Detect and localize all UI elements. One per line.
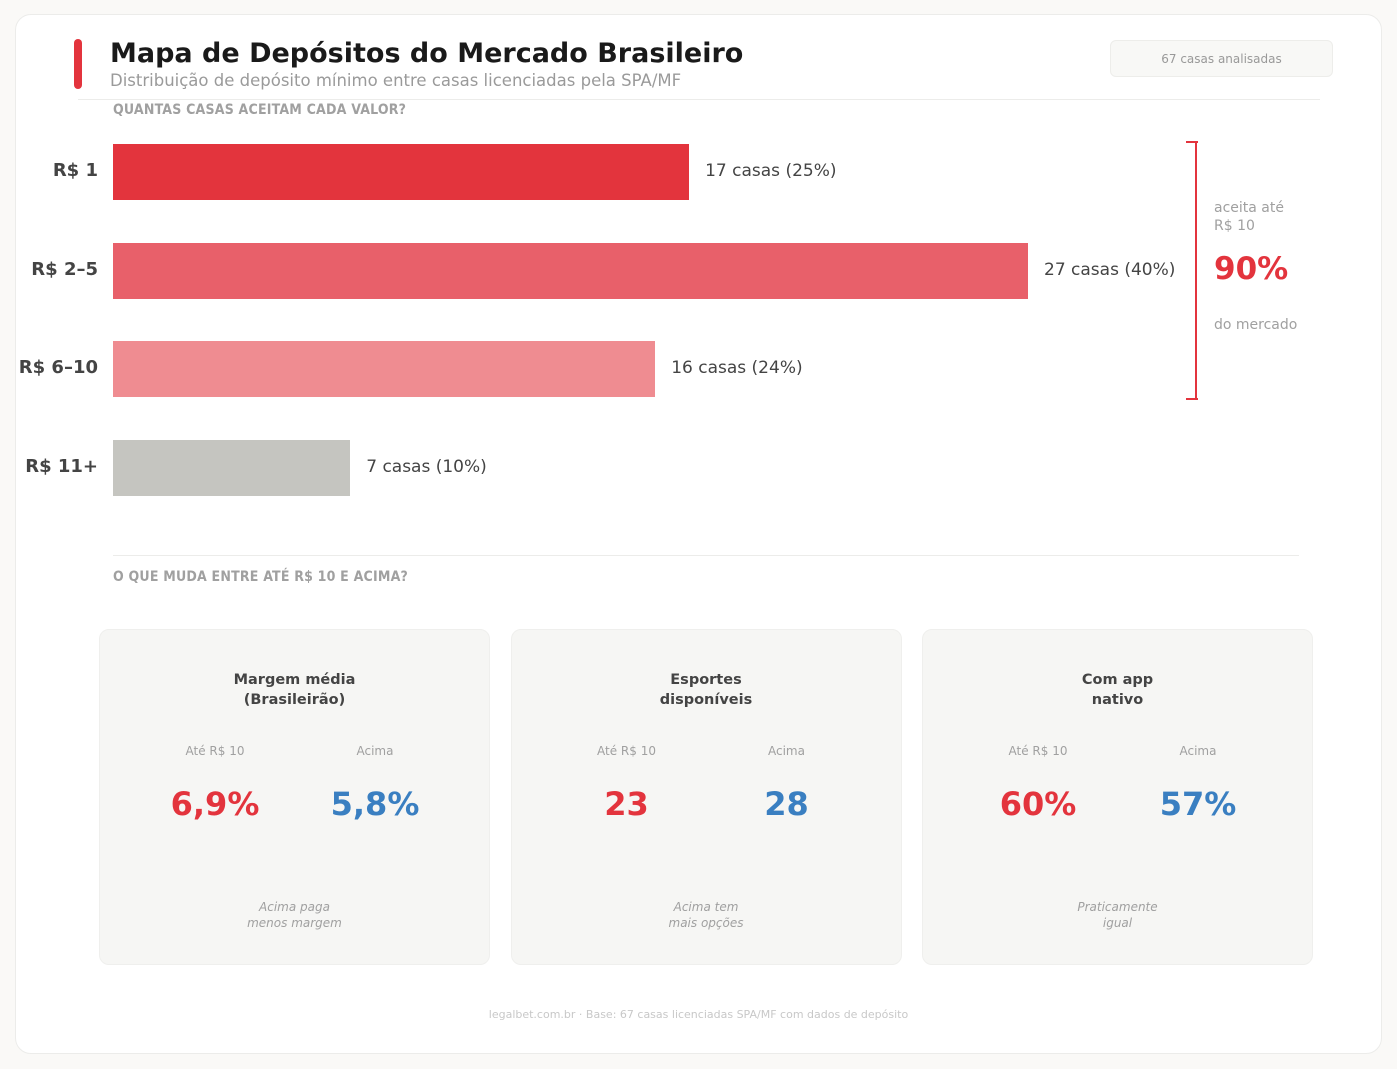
bar — [113, 440, 351, 497]
category-label: R$ 1 — [52, 160, 98, 181]
bracket-top — [1186, 141, 1198, 143]
divider — [78, 99, 1320, 100]
page-subtitle: Distribuição de depósito mínimo entre ca… — [110, 71, 682, 90]
data-label: 17 casas (25%) — [705, 161, 837, 181]
panel-note: Praticamente igual — [1077, 900, 1158, 930]
section-title-chart: QUANTAS CASAS ACEITAM CADA VALOR? — [113, 102, 407, 118]
section-title-comparison: O QUE MUDA ENTRE ATÉ R$ 10 E ACIMA? — [113, 569, 409, 585]
panel-left-column: Até R$ 10 6,9% — [170, 744, 260, 823]
bar — [113, 242, 1028, 299]
bar — [113, 144, 690, 200]
annotation-line2: R$ 10 — [1214, 218, 1255, 234]
count-badge: 67 casas analisadas — [1110, 40, 1333, 77]
comparison-panel: Margem média (Brasileirão) Até R$ 10 6,9%… — [99, 629, 490, 965]
panel-right-column: Acima 28 — [764, 744, 809, 823]
comparison-panel: Com app nativo Até R$ 10 60% Acima 57% Pr… — [922, 629, 1313, 965]
page-title: Mapa de Depósitos do Mercado Brasileiro — [110, 38, 744, 69]
bracket-line — [1195, 143, 1197, 399]
panel-left-column: Até R$ 10 60% — [999, 744, 1077, 823]
panel-title: Esportes disponíveis — [659, 672, 753, 708]
category-label: R$ 6–10 — [18, 357, 98, 379]
footer-source: legalbet.com.br · Base: 67 casas licenci… — [488, 1008, 909, 1021]
panel-note: Acima paga menos margem — [247, 900, 342, 930]
divider — [113, 555, 1299, 556]
category-label: R$ 11+ — [25, 456, 98, 478]
panel-title: Com app nativo — [1081, 672, 1154, 708]
comparison-panel: Esportes disponíveis Até R$ 10 23 Acima 2… — [510, 629, 902, 965]
data-label: 16 casas (24%) — [671, 358, 803, 379]
annotation-value: 90% — [1214, 251, 1289, 287]
panel-note: Acima tem mais opções — [668, 900, 744, 930]
annotation-line1: aceita até — [1214, 200, 1284, 216]
panel-title: Margem média (Brasileirão) — [233, 672, 356, 708]
panel-left-column: Até R$ 10 23 — [597, 744, 656, 823]
title-accent-bar — [74, 39, 82, 89]
data-label: 7 casas (10%) — [366, 457, 487, 478]
data-label: 27 casas (40%) — [1044, 259, 1176, 280]
annotation-line3: do mercado — [1214, 317, 1298, 333]
panel-right-column: Acima 5,8% — [330, 744, 420, 823]
panel-right-column: Acima 57% — [1159, 744, 1237, 823]
bar — [113, 341, 656, 398]
bracket-bottom — [1186, 398, 1198, 400]
category-label: R$ 2–5 — [31, 258, 98, 280]
